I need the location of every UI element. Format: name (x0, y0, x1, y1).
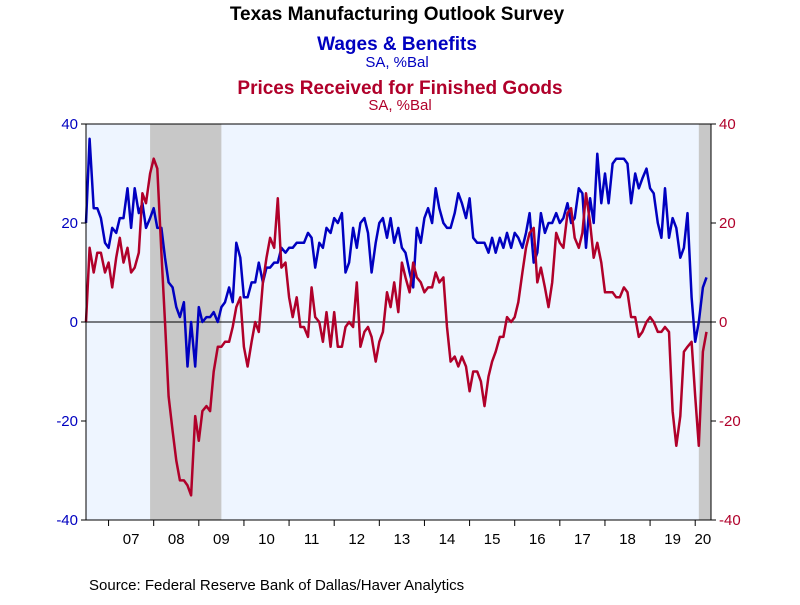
y-tick-label-right: 0 (719, 314, 727, 331)
x-tick-label: 15 (484, 531, 501, 548)
series-line-prices (84, 157, 708, 497)
x-tick-label: 09 (213, 531, 230, 548)
y-tick-label-right: -40 (719, 512, 741, 529)
axes: 40 40 20 20 0 0 -20 -20 -40 -40 07 08 09 10 11 12 13 14 15… (56, 116, 740, 548)
y-tick-label-left: 20 (61, 215, 78, 232)
x-tick-label: 20 (695, 531, 712, 548)
x-tick-label: 13 (394, 531, 411, 548)
source-note: Source: Federal Reserve Bank of Dallas/H… (89, 577, 464, 594)
plot-area (84, 124, 711, 520)
y-tick-label-left: 0 (70, 314, 78, 331)
series-subtitle-wages: SA, %Bal (365, 54, 428, 71)
x-tick-label: 11 (304, 531, 320, 548)
y-tick-label-right: 40 (719, 116, 736, 133)
series-title-wages: Wages & Benefits (317, 34, 477, 55)
x-tick-label: 07 (123, 531, 140, 548)
x-tick-label: 17 (574, 531, 591, 548)
y-tick-label-right: -20 (719, 413, 741, 430)
x-tick-label: 14 (439, 531, 456, 548)
series-subtitle-prices: SA, %Bal (368, 97, 431, 114)
series-line-wages (84, 137, 708, 368)
series-title-prices: Prices Received for Finished Goods (237, 78, 562, 99)
y-tick-label-right: 20 (719, 215, 736, 232)
y-tick-label-left: 40 (61, 116, 78, 133)
x-tick-label: 19 (664, 531, 681, 548)
chart-title: Texas Manufacturing Outlook Survey (230, 4, 565, 25)
y-tick-label-left: -40 (56, 512, 78, 529)
x-tick-label: 08 (168, 531, 185, 548)
x-tick-label: 12 (348, 531, 365, 548)
x-tick-label: 10 (258, 531, 275, 548)
x-tick-label: 16 (529, 531, 546, 548)
y-tick-label-left: -20 (56, 413, 78, 430)
x-tick-label: 18 (619, 531, 636, 548)
